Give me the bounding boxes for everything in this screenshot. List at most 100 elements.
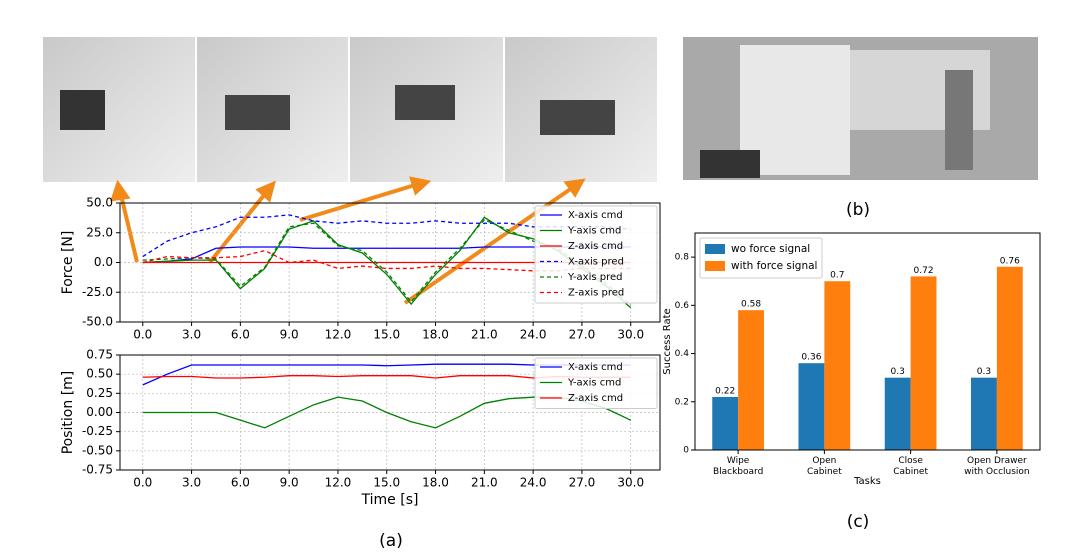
legend-swatch xyxy=(705,261,725,271)
plot-frame xyxy=(119,202,661,323)
y-tick-label: 0.4 xyxy=(675,349,690,359)
legend-label: Y-axis cmd xyxy=(567,378,621,389)
legend-label: Z-axis cmd xyxy=(568,393,623,404)
legend-label: X-axis cmd xyxy=(568,210,623,221)
arrow-head xyxy=(563,178,586,198)
x-tick-label: 24.0 xyxy=(520,328,547,342)
x-axis-label: Tasks xyxy=(853,476,881,487)
value-label: 0.58 xyxy=(741,300,761,310)
plot-frame xyxy=(119,354,661,471)
legend-label: X-axis cmd xyxy=(568,362,623,373)
legend-label: Z-axis cmd xyxy=(568,241,623,252)
bar xyxy=(712,396,739,450)
caption: (c) xyxy=(847,512,870,532)
legend-label: Z-axis pred xyxy=(568,288,624,299)
y-axis-label: Success Rate xyxy=(662,308,673,374)
x-tick-label: 12.0 xyxy=(325,476,352,490)
bar xyxy=(971,377,997,450)
x-tick-label: 21.0 xyxy=(471,476,498,490)
x-tick-label: 15.0 xyxy=(373,328,400,342)
y-tick-label: -50.0 xyxy=(82,315,113,329)
bar xyxy=(824,281,851,450)
x-axis-label: Time [s] xyxy=(361,492,419,508)
x-tick-label: 12.0 xyxy=(325,328,352,342)
caption: (b) xyxy=(846,200,870,220)
robot-arm xyxy=(945,70,973,170)
legend-label: X-axis pred xyxy=(568,257,624,268)
x-tick-label: 30.0 xyxy=(617,476,644,490)
y-tick-label: 0.6 xyxy=(675,301,690,311)
controller xyxy=(700,150,760,178)
x-tick-label: 27.0 xyxy=(569,328,596,342)
y-tick-label: -0.25 xyxy=(82,424,113,438)
x-tick-label: 0.0 xyxy=(133,328,152,342)
x-tick-label: 21.0 xyxy=(471,328,498,342)
series-line xyxy=(142,218,632,306)
y-tick-label: 0.2 xyxy=(675,397,689,407)
value-label: 0.76 xyxy=(1000,256,1020,266)
caption: (a) xyxy=(379,531,403,551)
value-label: 0.72 xyxy=(914,266,934,276)
bar xyxy=(738,310,764,450)
bar xyxy=(996,266,1023,450)
x-tick-label: 27.0 xyxy=(569,476,596,490)
legend-box xyxy=(699,237,823,279)
x-tick-label: Close Cabinet xyxy=(893,456,929,477)
x-tick-label: 3.0 xyxy=(182,328,201,342)
y-tick-label: 0.25 xyxy=(86,386,113,400)
value-label: 0.3 xyxy=(977,367,991,377)
x-tick-label: 24.0 xyxy=(520,476,547,490)
bar xyxy=(910,276,937,450)
y-tick-label: 0.0 xyxy=(94,255,113,269)
bar xyxy=(884,377,911,450)
y-tick-label: 0 xyxy=(683,446,689,456)
y-tick-label: 25.0 xyxy=(86,225,113,239)
legend-label: Y-axis cmd xyxy=(567,226,621,237)
arrow-head xyxy=(110,179,131,202)
x-tick-label: Wipe Blackboard xyxy=(712,456,764,477)
x-tick-label: 6.0 xyxy=(231,476,250,490)
arrows xyxy=(110,176,586,305)
x-tick-label: 18.0 xyxy=(422,328,449,342)
legend-label: Y-axis pred xyxy=(567,272,622,283)
y-tick-label: -0.75 xyxy=(82,463,113,477)
legend-box xyxy=(534,357,658,409)
y-axis-label: Position [m] xyxy=(60,371,76,455)
arrow xyxy=(208,192,267,264)
legend-label: with force signal xyxy=(731,260,817,272)
x-tick-label: 9.0 xyxy=(280,476,299,490)
x-tick-label: Open Drawer with Occlusion xyxy=(964,456,1030,477)
x-tick-label: 30.0 xyxy=(617,328,644,342)
robot-gripper xyxy=(540,100,615,135)
arrow-head xyxy=(255,180,276,203)
y-tick-label: -0.50 xyxy=(82,443,113,457)
robot-gripper xyxy=(60,90,105,130)
y-tick-label: 50.0 xyxy=(86,196,113,210)
robot-gripper xyxy=(225,95,290,130)
value-label: 0.7 xyxy=(830,271,844,281)
y-tick-label: 0.00 xyxy=(86,405,113,419)
x-tick-label: 6.0 xyxy=(231,328,250,342)
plot-frame xyxy=(694,232,1041,451)
value-label: 0.22 xyxy=(715,386,735,396)
x-tick-label: 15.0 xyxy=(373,476,400,490)
legend-box xyxy=(534,205,658,304)
bar xyxy=(798,363,825,450)
x-tick-label: Open Cabinet xyxy=(806,456,842,477)
y-tick-label: 0.50 xyxy=(86,367,113,381)
photo-strip xyxy=(43,37,1038,182)
x-tick-label: 9.0 xyxy=(280,328,299,342)
arrow xyxy=(119,194,139,263)
robot-gripper xyxy=(395,85,455,120)
x-tick-label: 18.0 xyxy=(422,476,449,490)
y-tick-label: -25.0 xyxy=(82,285,113,299)
y-axis-label: Force [N] xyxy=(60,231,76,295)
arrow-head xyxy=(409,176,432,196)
x-tick-label: 0.0 xyxy=(133,476,152,490)
value-label: 0.3 xyxy=(891,367,905,377)
value-label: 0.36 xyxy=(801,353,821,363)
x-tick-label: 3.0 xyxy=(182,476,201,490)
